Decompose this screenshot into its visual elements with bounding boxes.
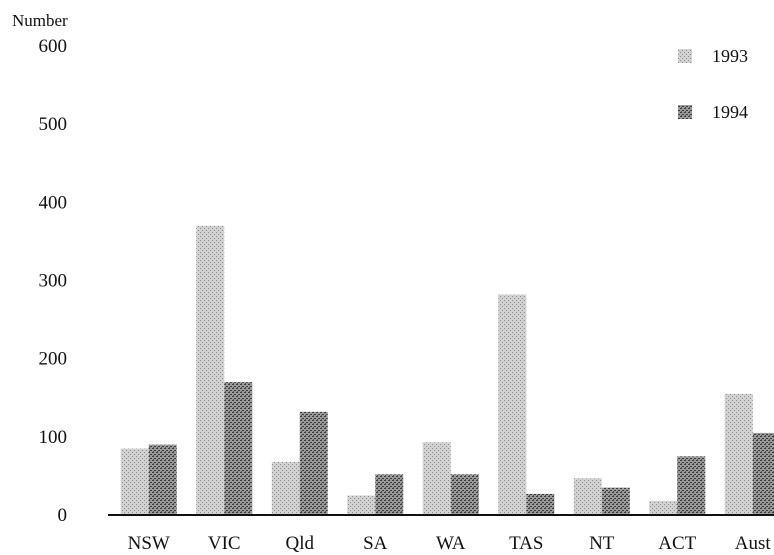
x-tick-label-act: ACT: [658, 533, 696, 554]
legend-swatch-1994: [678, 105, 692, 119]
y-tick-label: 0: [58, 505, 68, 526]
y-tick-label: 200: [39, 349, 68, 370]
bar-aust-1993: [724, 393, 753, 515]
y-axis-label: Number: [12, 11, 68, 30]
y-tick-label: 400: [39, 192, 68, 213]
bar-act-1993: [649, 500, 678, 515]
legend-label-1993: 1993: [712, 46, 748, 66]
x-tick-label-nsw: NSW: [128, 533, 170, 554]
bar-nt-1994: [601, 487, 630, 515]
x-tick-label-tas: TAS: [509, 533, 543, 554]
y-tick-label: 100: [39, 427, 68, 448]
legend-label-1994: 1994: [712, 102, 748, 122]
legend-swatch-1993: [678, 49, 692, 63]
x-tick-label-sa: SA: [363, 533, 388, 554]
legend: 1993 1994: [678, 46, 748, 122]
bar-qld-1994: [299, 411, 328, 515]
x-tick-label-wa: WA: [436, 533, 466, 554]
bar-act-1994: [677, 456, 706, 515]
x-tick-label-nt: NT: [589, 533, 615, 554]
bar-sa-1994: [375, 474, 404, 515]
x-tick-label-vic: VIC: [208, 533, 241, 554]
y-tick-label: 300: [39, 271, 68, 292]
bar-vic-1993: [196, 225, 225, 516]
bar-nsw-1993: [120, 448, 149, 515]
bar-tas-1993: [498, 294, 527, 515]
bar-qld-1993: [271, 461, 300, 515]
x-tick-label-qld: Qld: [286, 533, 315, 554]
bar-wa-1994: [450, 474, 479, 515]
y-tick-label: 500: [39, 114, 68, 135]
bar-wa-1993: [422, 442, 451, 515]
bar-nsw-1994: [148, 444, 177, 515]
x-tick-label-aust: Aust: [735, 533, 772, 554]
bar-vic-1994: [224, 382, 253, 515]
bar-tas-1994: [526, 493, 555, 515]
bar-nt-1993: [573, 478, 602, 515]
bar-aust-1994: [752, 432, 774, 515]
y-tick-label: 600: [39, 36, 68, 57]
bar-sa-1993: [347, 495, 376, 515]
